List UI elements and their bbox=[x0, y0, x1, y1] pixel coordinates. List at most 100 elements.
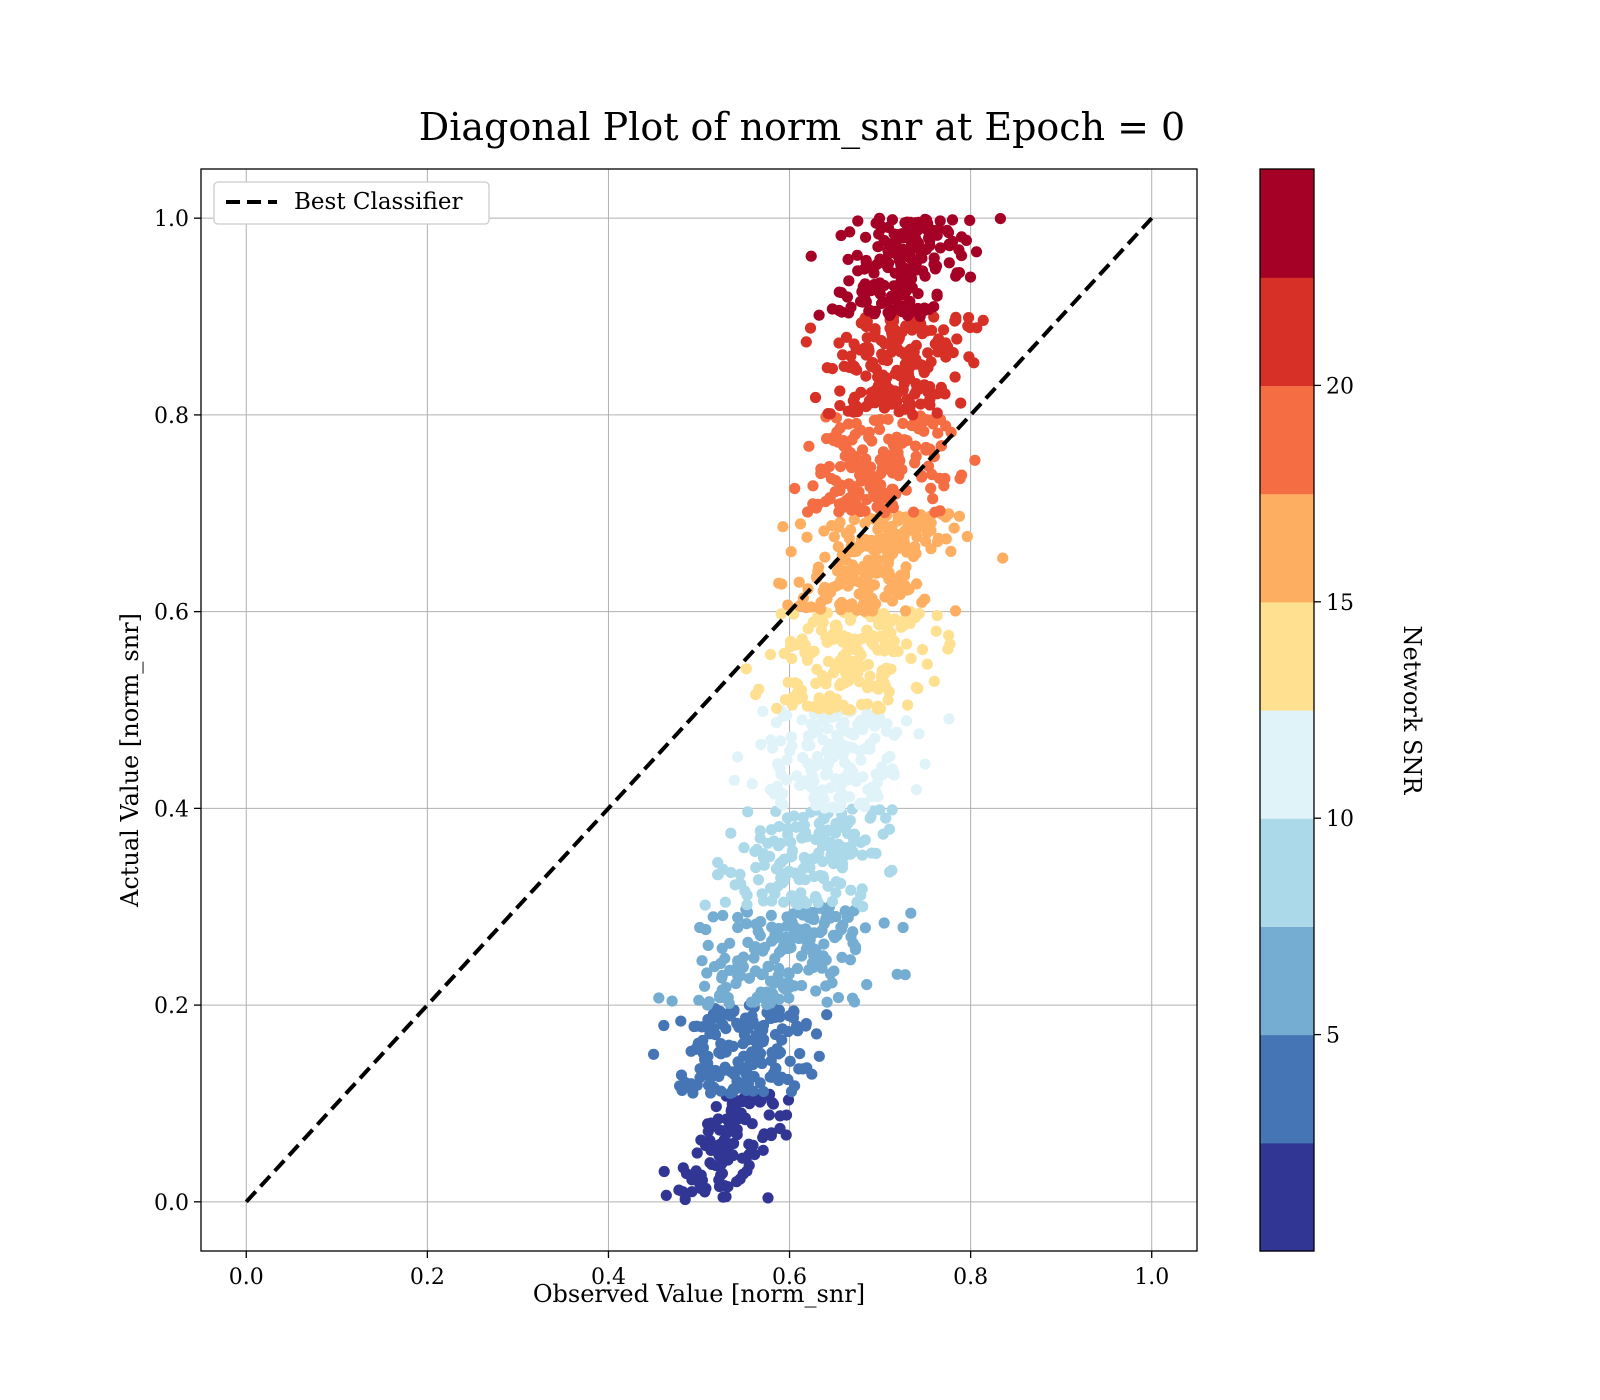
data-point bbox=[865, 567, 878, 579]
x-tick-label: 0.8 bbox=[953, 1265, 988, 1290]
data-point bbox=[847, 569, 859, 581]
data-point bbox=[843, 532, 856, 544]
data-point bbox=[819, 769, 832, 781]
data-point bbox=[765, 824, 778, 836]
data-point bbox=[750, 1030, 762, 1042]
data-point bbox=[807, 616, 819, 628]
data-point bbox=[859, 834, 871, 846]
data-point bbox=[835, 921, 847, 934]
data-point bbox=[791, 770, 803, 782]
data-point bbox=[808, 927, 820, 939]
colorbar-ticks: 5 10 15 20 bbox=[1314, 374, 1354, 1049]
data-point bbox=[834, 801, 846, 814]
data-point bbox=[889, 368, 901, 380]
data-point bbox=[702, 1079, 715, 1091]
data-point bbox=[918, 302, 931, 314]
data-point bbox=[887, 646, 900, 658]
data-point bbox=[902, 699, 914, 711]
data-point bbox=[778, 982, 790, 994]
data-point bbox=[833, 286, 845, 298]
data-point bbox=[784, 745, 796, 757]
data-point bbox=[899, 281, 911, 293]
data-point bbox=[687, 1087, 699, 1099]
colorbar-band bbox=[1260, 385, 1314, 495]
data-point bbox=[804, 740, 816, 752]
data-point bbox=[826, 741, 838, 753]
data-point bbox=[910, 784, 923, 796]
data-point bbox=[834, 400, 846, 412]
data-point bbox=[951, 333, 963, 345]
data-point bbox=[925, 543, 937, 555]
data-point bbox=[898, 378, 910, 390]
data-point bbox=[796, 980, 808, 992]
data-point bbox=[709, 1067, 721, 1079]
data-point bbox=[866, 790, 878, 803]
data-point bbox=[887, 483, 899, 495]
data-point bbox=[720, 1023, 732, 1035]
data-point bbox=[862, 658, 875, 671]
y-tick-label: 0.8 bbox=[154, 404, 189, 429]
data-point bbox=[731, 1129, 743, 1141]
data-point bbox=[836, 858, 849, 870]
data-point bbox=[770, 805, 782, 818]
data-point bbox=[658, 1019, 670, 1032]
data-point bbox=[860, 231, 872, 243]
data-point bbox=[943, 629, 955, 641]
data-point bbox=[885, 663, 897, 675]
data-point bbox=[848, 905, 860, 917]
x-axis-label: Observed Value [norm_snr] bbox=[533, 1280, 865, 1308]
x-axis-ticks: 0.0 0.2 0.4 0.6 0.8 1.0 bbox=[229, 1251, 1169, 1290]
data-point bbox=[743, 1098, 756, 1110]
data-point bbox=[810, 1028, 823, 1040]
data-point bbox=[926, 324, 938, 336]
data-point bbox=[951, 267, 963, 279]
data-point bbox=[782, 1094, 795, 1106]
colorbar-tick-label: 10 bbox=[1326, 807, 1354, 832]
data-point bbox=[916, 644, 929, 656]
data-point bbox=[783, 968, 795, 980]
data-point bbox=[796, 714, 808, 726]
data-point bbox=[848, 401, 860, 413]
data-point bbox=[781, 774, 793, 786]
data-point bbox=[931, 229, 943, 241]
data-point bbox=[834, 385, 846, 397]
data-point bbox=[874, 702, 887, 715]
data-point bbox=[805, 601, 817, 613]
data-point bbox=[750, 861, 762, 874]
data-point bbox=[673, 1184, 685, 1196]
data-point bbox=[819, 551, 831, 563]
data-point bbox=[738, 1050, 750, 1062]
data-point bbox=[940, 533, 952, 545]
data-point bbox=[897, 243, 909, 255]
data-point bbox=[808, 943, 820, 955]
data-point bbox=[702, 939, 714, 952]
data-point bbox=[830, 818, 842, 830]
data-point bbox=[846, 434, 858, 446]
plot-area bbox=[200, 168, 1198, 1252]
data-point bbox=[769, 932, 781, 944]
data-point bbox=[820, 678, 832, 690]
data-point bbox=[949, 371, 961, 383]
data-point bbox=[832, 992, 845, 1004]
data-point bbox=[945, 545, 957, 558]
data-point bbox=[919, 593, 931, 605]
colorbar-tick-label: 15 bbox=[1326, 591, 1354, 616]
data-point bbox=[848, 481, 860, 493]
data-point bbox=[715, 1085, 727, 1097]
data-point bbox=[734, 868, 746, 881]
data-point bbox=[836, 951, 848, 964]
data-point bbox=[874, 413, 887, 426]
data-point bbox=[910, 232, 922, 245]
data-point bbox=[841, 291, 854, 303]
data-point bbox=[800, 897, 813, 910]
data-point bbox=[732, 751, 744, 763]
data-point bbox=[853, 588, 865, 600]
data-point bbox=[822, 824, 834, 836]
data-point bbox=[810, 502, 822, 514]
data-point bbox=[918, 364, 930, 376]
data-point bbox=[802, 730, 815, 742]
data-point bbox=[956, 231, 968, 243]
colorbar-tick-label: 20 bbox=[1326, 374, 1354, 399]
data-point bbox=[931, 336, 943, 348]
data-point bbox=[994, 213, 1007, 225]
